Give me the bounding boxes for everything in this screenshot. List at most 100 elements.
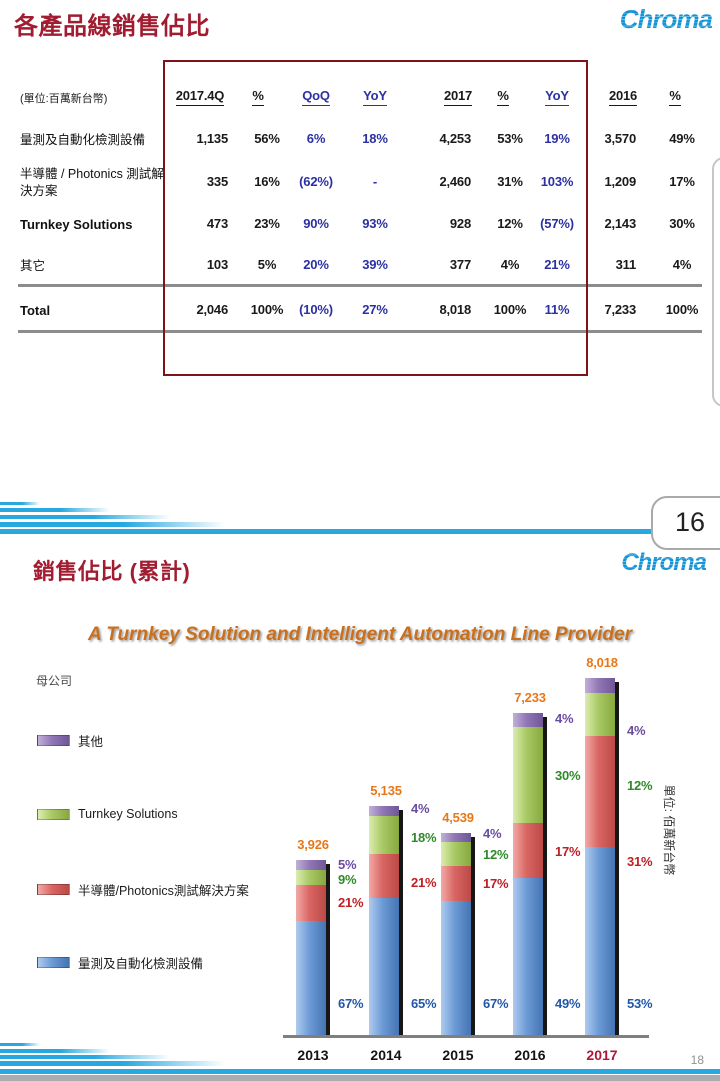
bar-pct-label-green: 30% — [555, 768, 581, 783]
table-cell: 5% — [257, 257, 277, 272]
highlight-box-2017-columns — [163, 60, 588, 376]
table-row-label: 半導體 / Photonics 測試解決方案 — [20, 167, 164, 198]
table-cell: 31% — [497, 174, 523, 189]
legend-label: Turnkey Solutions — [78, 807, 178, 821]
table-cell: 4% — [672, 257, 692, 272]
footer-line — [0, 1069, 720, 1074]
table-row-label: 其它 — [20, 258, 46, 273]
table-cell: 19% — [544, 131, 570, 146]
table-cell: 7,233 — [604, 302, 636, 317]
table-cell: 30% — [669, 216, 695, 231]
legend-swatch-green — [37, 808, 70, 820]
bar-pct-label-blue: 67% — [338, 996, 364, 1011]
x-axis-label-2013: 2013 — [297, 1047, 329, 1063]
bar-shadow — [471, 836, 475, 1035]
bar-pct-label-blue: 65% — [411, 996, 437, 1011]
brand-stripes-decoration — [0, 515, 170, 519]
bar-pct-label-purple: 4% — [411, 801, 430, 816]
table-cell: 3,570 — [604, 131, 636, 146]
bar-pct-label-green: 9% — [338, 872, 357, 887]
total-row-label: Total — [20, 303, 51, 319]
bar-pct-label-red: 17% — [555, 844, 581, 859]
legend-label: 半導體/Photonics測試解決方案 — [78, 883, 249, 898]
table-cell: 56% — [254, 131, 280, 146]
legend-label: 其他 — [78, 734, 104, 749]
page-number-tab: 16 — [651, 496, 720, 550]
bar-pct-label-red: 21% — [411, 875, 437, 890]
table-cell: 2,460 — [439, 174, 471, 189]
bar-segment-purple-2013 — [296, 860, 326, 870]
table-cell: 100% — [493, 302, 527, 317]
x-axis-label-2017: 2017 — [586, 1047, 618, 1063]
bar-segment-blue-2016 — [513, 877, 543, 1035]
bar-pct-label-purple: 4% — [627, 723, 646, 738]
x-axis-label-2015: 2015 — [442, 1047, 474, 1063]
legend-item: 量測及自動化檢測設備 — [37, 953, 203, 971]
bar-segment-purple-2017 — [585, 678, 615, 694]
table-cell: 311 — [615, 257, 637, 272]
table-cell: 8,018 — [439, 302, 471, 317]
table-cell: 17% — [669, 174, 695, 189]
bar-segment-red-2013 — [296, 884, 326, 922]
table-unit-label: (單位:百萬新台幣) — [20, 93, 108, 105]
table-row-label: 量測及自動化檢測設備 — [20, 132, 146, 147]
bar-total-label: 4,539 — [442, 809, 474, 825]
page-number-16: 16 — [675, 507, 706, 537]
bar-pct-label-purple: 4% — [555, 711, 574, 726]
bar-pct-label-red: 17% — [483, 876, 509, 891]
bar-total-label: 3,926 — [297, 837, 329, 853]
bar-segment-green-2017 — [585, 692, 615, 737]
bar-pct-label-blue: 53% — [627, 996, 653, 1011]
brand-stripes-decoration — [0, 1043, 40, 1046]
legend-swatch-purple — [37, 734, 70, 746]
table-cell: - — [372, 174, 378, 189]
brand-stripes-decoration — [0, 1055, 170, 1059]
table-cell: 2,143 — [604, 216, 636, 231]
table-header-cell: 2017 — [415, 88, 501, 106]
x-axis-label-2014: 2014 — [370, 1047, 402, 1063]
table-cell: 928 — [449, 216, 471, 231]
table-cell: 20% — [303, 257, 329, 272]
bar-segment-red-2016 — [513, 822, 543, 879]
bar-segment-purple-2014 — [369, 806, 399, 816]
bar-segment-blue-2015 — [441, 899, 471, 1035]
bar-pct-label-purple: 5% — [338, 857, 357, 872]
legend-label: 量測及自動化檢測設備 — [78, 956, 204, 971]
bar-pct-label-blue: 49% — [555, 996, 581, 1011]
bar-pct-label-red: 21% — [338, 895, 364, 910]
scrollbar-thumb[interactable] — [712, 157, 720, 407]
table-cell: 11% — [544, 302, 570, 317]
bar-pct-label-red: 31% — [627, 854, 653, 869]
table-cell: 90% — [303, 216, 329, 231]
chart-title: A Turnkey Solution and Intelligent Autom… — [88, 624, 632, 645]
table-cell: 335 — [206, 174, 228, 189]
brand-stripes-decoration — [0, 1049, 110, 1053]
bar-segment-red-2017 — [585, 735, 615, 847]
table-rule-bottom — [18, 330, 702, 333]
table-cell: 100% — [250, 302, 284, 317]
table-cell: 93% — [362, 216, 388, 231]
bar-segment-green-2015 — [441, 840, 471, 867]
chroma-logo: Chroma — [621, 549, 707, 576]
table-cell: 12% — [497, 216, 523, 231]
table-cell: 377 — [449, 257, 471, 272]
table-cell: 49% — [669, 131, 695, 146]
brand-stripes-decoration — [0, 522, 225, 527]
brand-stripes-decoration — [0, 1061, 225, 1066]
table-rule-top — [18, 284, 702, 287]
bar-pct-label-green: 12% — [483, 847, 509, 862]
table-cell: (57%) — [540, 216, 574, 231]
table-cell: 6% — [306, 131, 326, 146]
table-header-cell: YoY — [332, 88, 418, 106]
bar-segment-purple-2016 — [513, 712, 543, 727]
slide1-title: 各產品線銷售佔比 — [14, 13, 210, 40]
legend-item: 半導體/Photonics測試解決方案 — [37, 880, 249, 898]
table-header-cell: QoQ — [273, 88, 359, 106]
divider-line — [0, 529, 720, 534]
bar-total-label: 7,233 — [514, 689, 546, 705]
table-cell: (62%) — [299, 174, 333, 189]
table-cell: (10%) — [299, 302, 333, 317]
table-cell: 4% — [500, 257, 520, 272]
bar-segment-red-2015 — [441, 865, 471, 901]
bar-shadow — [399, 810, 403, 1035]
